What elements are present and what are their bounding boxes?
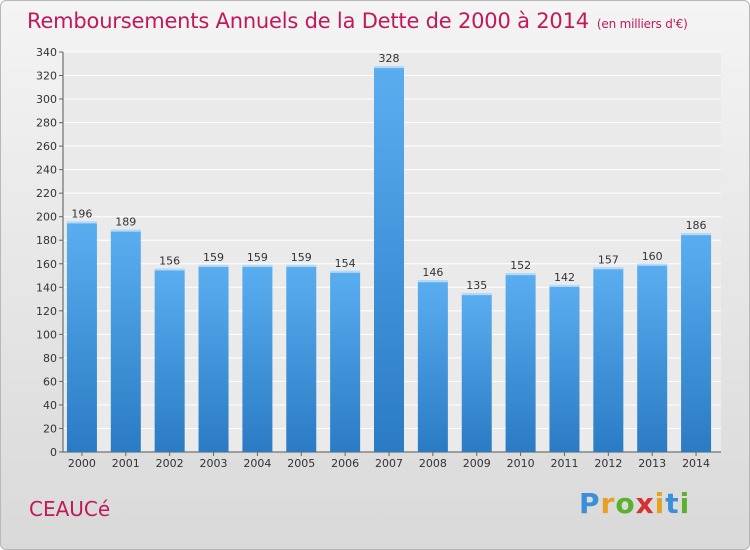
bar-highlight (374, 66, 404, 69)
logo-letter: t (665, 487, 680, 520)
bar-highlight (66, 221, 97, 224)
bar (66, 221, 97, 452)
bar-highlight (417, 280, 448, 283)
x-tick-label: 2006 (331, 457, 359, 470)
bar-value-label: 186 (686, 219, 707, 232)
x-tick-label: 2007 (375, 457, 403, 470)
bar-highlight (110, 229, 141, 232)
bar (154, 268, 185, 452)
bar-value-label: 152 (510, 259, 531, 272)
x-tick-label: 2005 (287, 457, 315, 470)
bar (286, 264, 317, 452)
bar-value-label: 135 (466, 279, 487, 292)
x-tick-label: 2001 (112, 457, 140, 470)
y-tick-label: 340 (36, 46, 57, 59)
y-tick-label: 220 (36, 187, 57, 200)
bar-highlight (242, 264, 273, 267)
bar-highlight (593, 267, 624, 270)
bar-value-label: 159 (291, 251, 312, 264)
y-tick-label: 80 (43, 352, 57, 365)
bar-highlight (549, 284, 580, 287)
x-tick-label: 2014 (682, 457, 710, 470)
bar-highlight (681, 233, 712, 236)
x-tick-label: 2009 (463, 457, 491, 470)
y-tick-label: 160 (36, 258, 57, 271)
bar-value-label: 160 (642, 250, 663, 263)
bar-highlight (286, 264, 317, 267)
bar (110, 229, 141, 452)
logo-letter: i (679, 487, 691, 520)
bar (593, 267, 624, 452)
bar-value-label: 156 (159, 254, 180, 267)
bar (330, 270, 361, 452)
x-tick-label: 2012 (594, 457, 622, 470)
bar (242, 264, 273, 452)
y-tick-label: 140 (36, 281, 57, 294)
bar-value-label: 146 (422, 266, 443, 279)
chart-subtitle: (en milliers d'€) (596, 17, 688, 31)
bar (417, 280, 448, 452)
bar-highlight (461, 293, 492, 296)
bar (505, 273, 536, 452)
y-tick-label: 280 (36, 117, 57, 130)
x-tick-label: 2011 (550, 457, 578, 470)
x-tick-label: 2003 (200, 457, 228, 470)
bar-value-label: 154 (335, 257, 356, 270)
y-tick-label: 200 (36, 211, 57, 224)
bar-value-label: 189 (115, 216, 136, 229)
y-tick-label: 180 (36, 234, 57, 247)
bar-value-label: 142 (554, 271, 575, 284)
bar (198, 264, 229, 452)
y-tick-label: 0 (50, 446, 57, 459)
y-tick-label: 240 (36, 164, 57, 177)
y-tick-label: 60 (43, 375, 57, 388)
logo-letter: o (615, 487, 636, 520)
y-tick-label: 320 (36, 70, 57, 83)
bar-value-label: 159 (247, 251, 268, 264)
bar (681, 233, 712, 452)
bar (549, 284, 580, 452)
logo-letter: x (635, 487, 655, 520)
y-tick-label: 300 (36, 93, 57, 106)
commune-name: CEAUCé (29, 497, 111, 521)
proxiti-logo[interactable]: Proxiti (579, 487, 690, 520)
x-tick-label: 2004 (243, 457, 271, 470)
y-tick-label: 120 (36, 305, 57, 318)
bar-value-label: 328 (379, 52, 400, 65)
x-tick-label: 2013 (638, 457, 666, 470)
bar-value-label: 196 (71, 207, 92, 220)
y-tick-label: 260 (36, 140, 57, 153)
y-tick-label: 20 (43, 422, 57, 435)
bar-highlight (505, 273, 536, 276)
bar-value-label: 159 (203, 251, 224, 264)
x-tick-label: 2010 (507, 457, 535, 470)
logo-letter: r (600, 487, 616, 520)
logo-letter: P (579, 487, 601, 520)
y-tick-label: 40 (43, 399, 57, 412)
bar-highlight (330, 270, 361, 273)
bar-highlight (154, 268, 185, 271)
y-tick-label: 100 (36, 328, 57, 341)
bar-value-label: 157 (598, 253, 619, 266)
bar (374, 66, 404, 452)
x-tick-label: 2002 (156, 457, 184, 470)
bar (637, 263, 668, 452)
bar-highlight (637, 263, 668, 266)
chart-title-text: Remboursements Annuels de la Dette de 20… (27, 9, 589, 33)
logo-letter: i (654, 487, 666, 520)
chart-title: Remboursements Annuels de la Dette de 20… (27, 9, 688, 33)
bar-highlight (198, 264, 229, 267)
x-tick-label: 2008 (419, 457, 447, 470)
bar (461, 293, 492, 452)
x-tick-label: 2000 (68, 457, 96, 470)
